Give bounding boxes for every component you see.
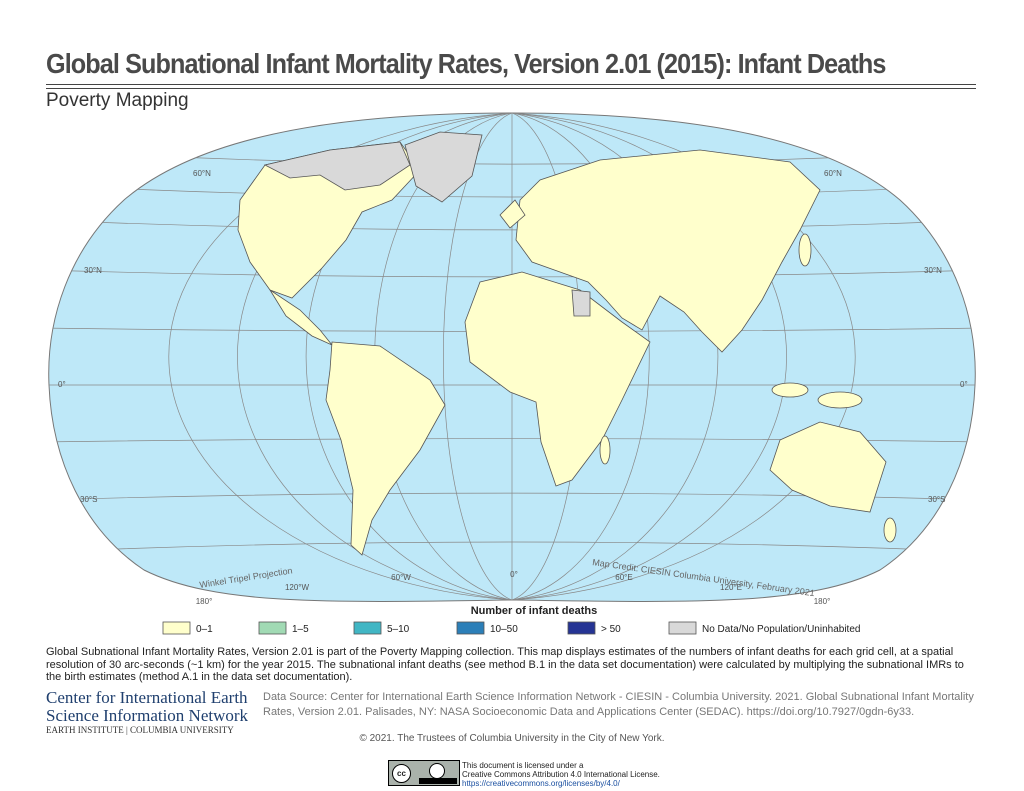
no-data-area [263,141,411,191]
legend-swatch [353,621,382,635]
org-name: Center for International Earth [46,688,248,707]
meridian [443,113,513,601]
legend-swatch [258,621,287,635]
no-data-area [571,289,591,317]
cc-badge: cc [388,760,460,786]
data-source: Data Source: Center for International Ea… [263,691,974,718]
latitude-label: 0° [58,380,66,389]
latitude-label: 30°S [80,495,97,504]
title-rule [46,88,976,89]
longitude-label: 180° [814,597,831,606]
meridian [511,113,787,601]
legend-label: No Data/No Population/Uninhabited [702,624,860,635]
longitude-label: 0° [510,570,518,579]
island [771,382,809,398]
graticule-labels: 60°N 60°N 30°N 30°N 0° 0° 30°S 30°S 180° 120°W 60°… [58,169,968,606]
legend-swatch [668,621,697,635]
longitude-label: 180° [196,597,213,606]
legend-swatch [162,621,191,635]
longitude-label: 120°E [720,583,742,592]
great-britain [499,199,526,229]
license-link: https://creativecommons.org/licenses/by/… [462,779,620,788]
legend-label: > 50 [601,624,621,635]
meridian [511,113,650,601]
latitude-label: 30°S [928,495,945,504]
eurasia [515,149,821,353]
meridian [511,113,719,601]
legend: 0–1 1–5 5–10 10–50 > 50 No Data/No Population… [162,621,860,635]
legend-label: 1–5 [292,624,309,635]
description: Global Subnational Infant Mortality Rate… [46,646,964,683]
license-text: This document is licensed under a [462,761,584,770]
longitude-label: 60°E [615,573,632,582]
latitude-label: 60°N [193,169,211,178]
island [883,517,897,543]
legend-swatch [567,621,596,635]
australia [769,421,887,513]
land [237,131,897,556]
south-america [325,341,446,556]
longitude-label: 60°W [391,573,411,582]
legend-swatch [456,621,485,635]
title-rule [46,84,976,85]
island [817,391,863,409]
subtitle: Poverty Mapping [46,90,189,111]
legend-label: 5–10 [387,624,410,635]
license-text: Creative Commons Attribution 4.0 Interna… [462,770,660,779]
latitude-label: 60°N [824,169,842,178]
meridian [511,113,856,601]
greenland [404,131,483,203]
copyright: © 2021. The Trustees of Columbia Univers… [359,733,665,744]
org-name: Science Information Network [46,706,249,725]
title: Global Subnational Infant Mortality Rate… [46,48,886,79]
org-affiliation: EARTH INSTITUTE | COLUMBIA UNIVERSITY [46,725,234,735]
latitude-label: 30°N [84,266,102,275]
map: 60°N 60°N 30°N 30°N 0° 0° 30°S 30°S 180° 120°W 60°… [48,112,976,635]
island [798,233,812,267]
latitude-label: 0° [960,380,968,389]
africa [464,271,651,487]
latitude-label: 30°N [924,266,942,275]
longitude-label: 120°W [285,583,310,592]
legend-label: 0–1 [196,624,213,635]
legend-label: 10–50 [490,624,518,635]
legend-title: Number of infant deaths [471,605,598,617]
island [599,435,611,465]
